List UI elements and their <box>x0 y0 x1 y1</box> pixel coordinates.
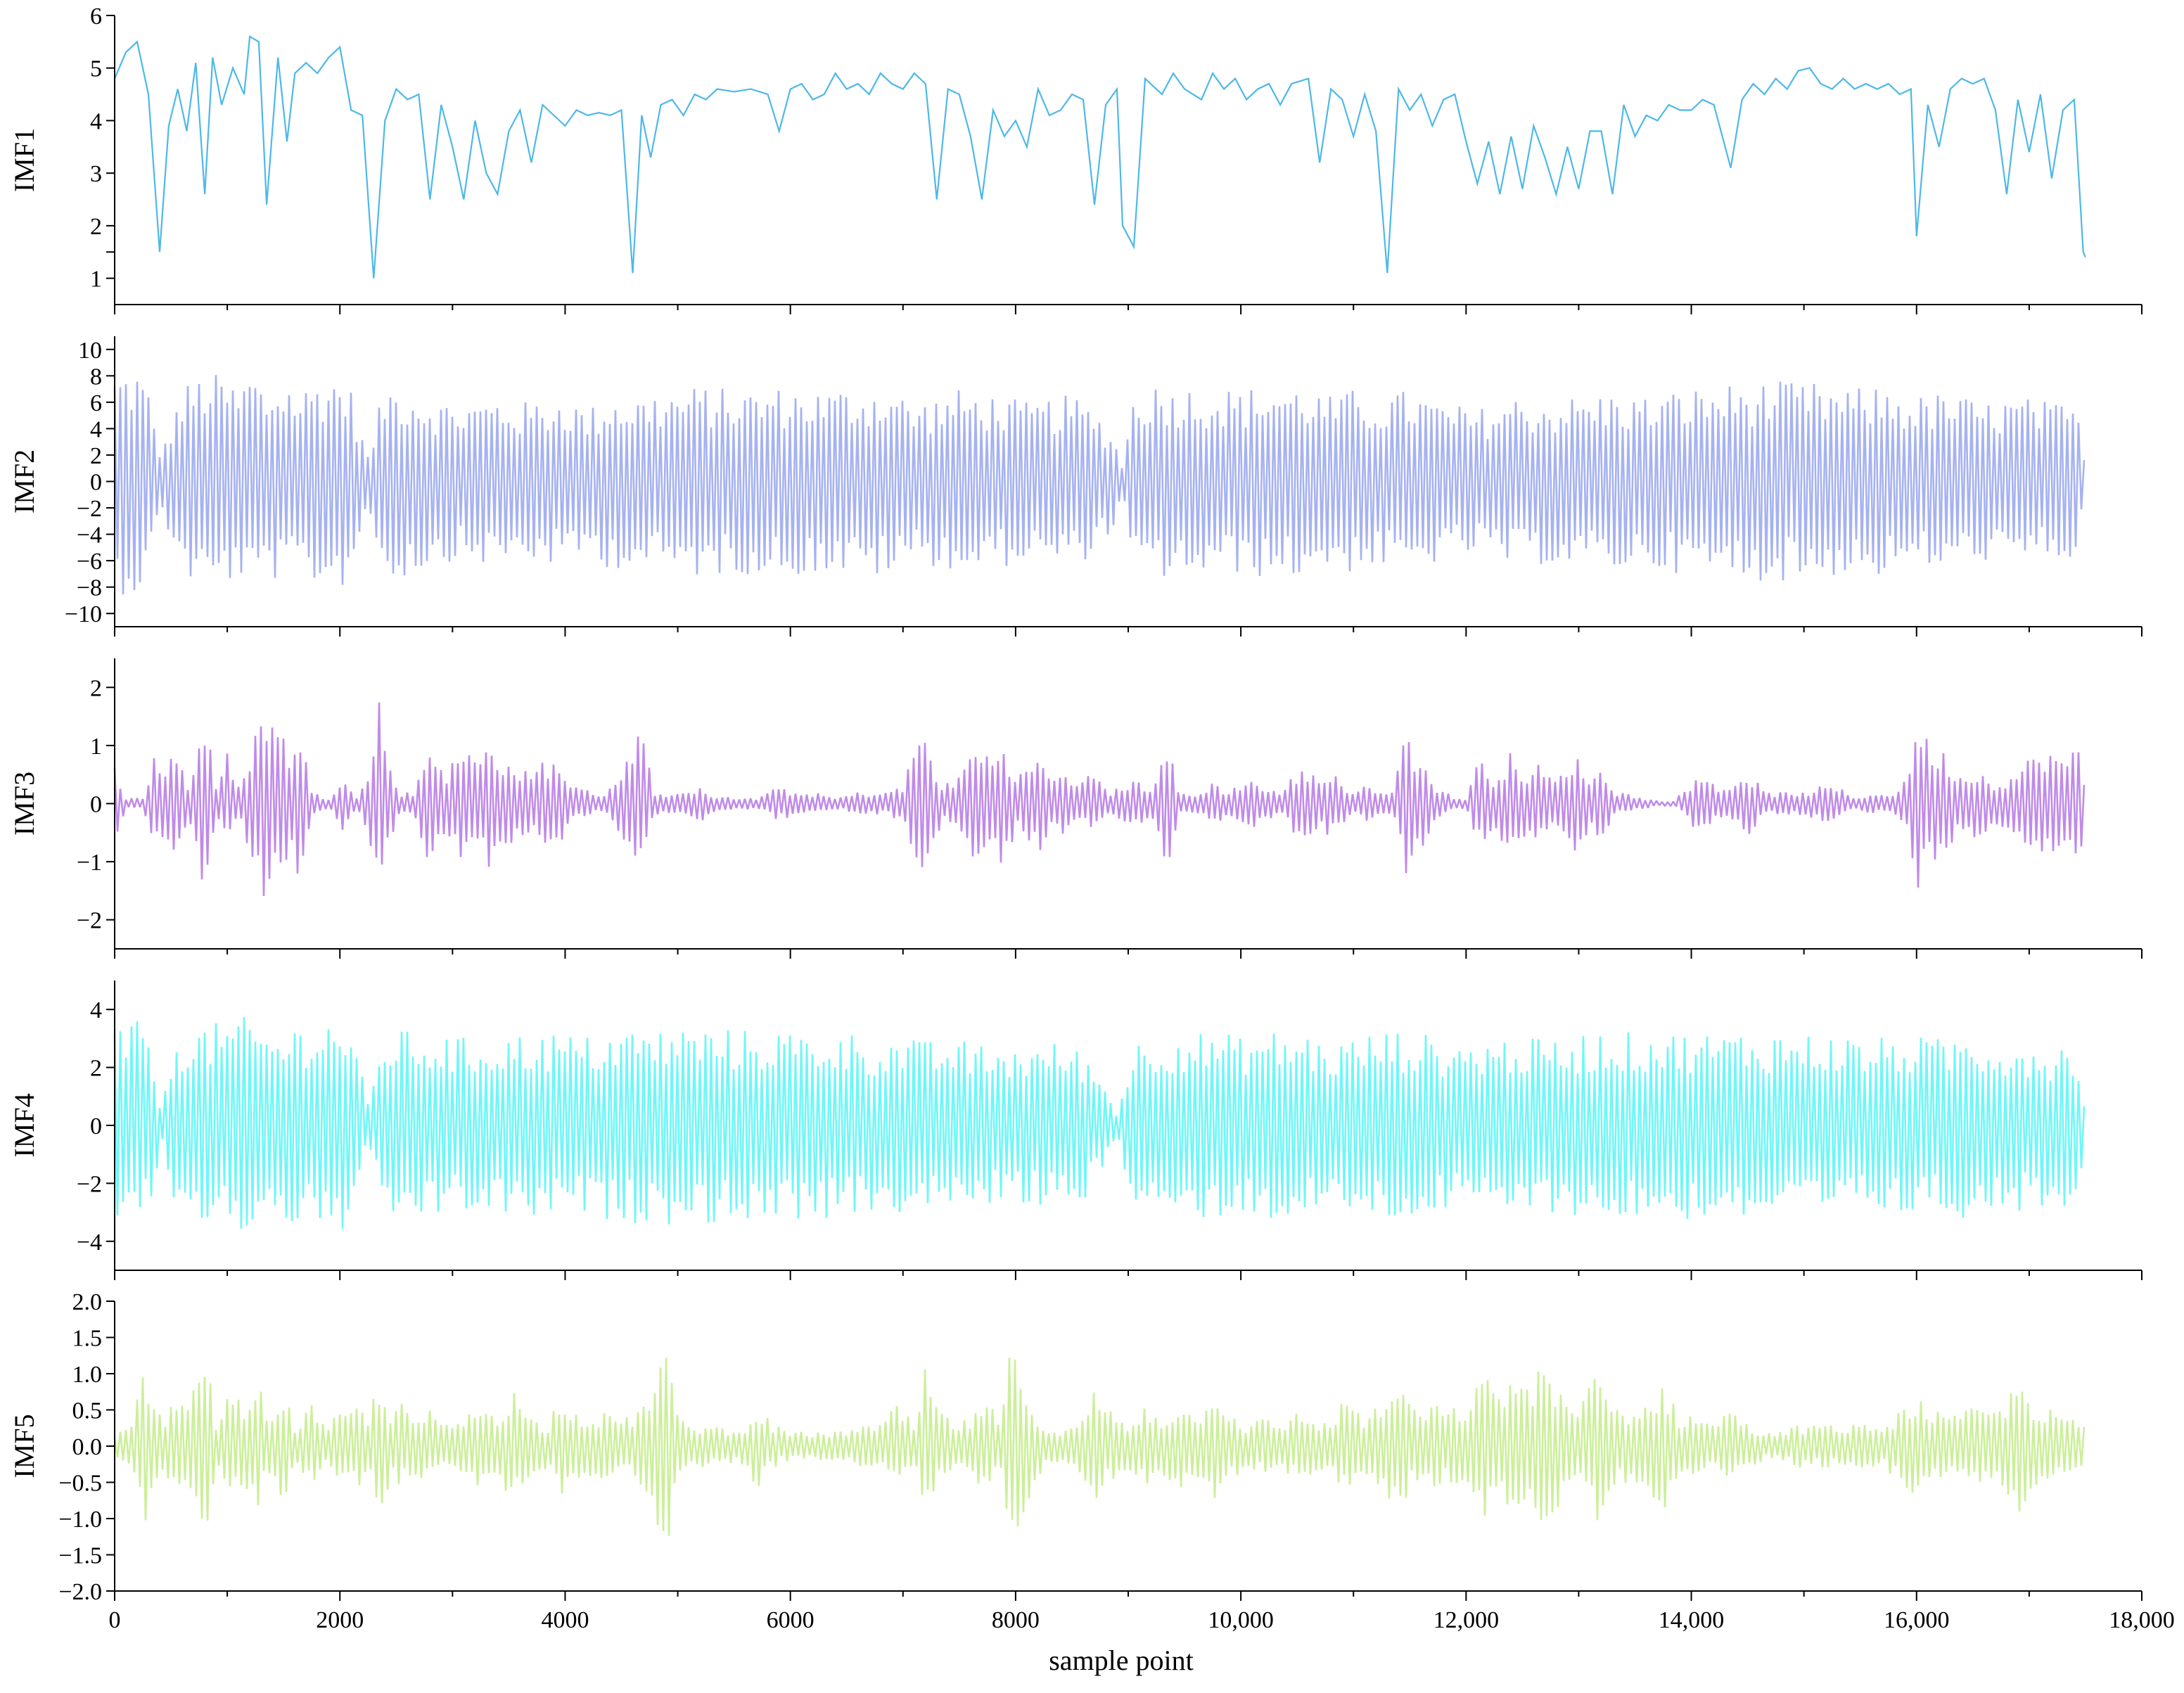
y-axis-label: IMF2 <box>8 449 40 513</box>
y-tick-label: 4 <box>90 108 102 134</box>
y-tick-label: −8 <box>77 575 102 601</box>
y-tick-label: −2.0 <box>58 1579 102 1605</box>
x-tick-label: 8000 <box>992 1607 1040 1633</box>
panel-imf5: −2.0 −1.5 −1.0 −0.5 0.0 0.5 1.0 1.5 2.0 IMF5 <box>8 1289 2143 1605</box>
imf4-series-line <box>113 1016 2086 1229</box>
x-axis-label: sample point <box>1049 1644 1194 1676</box>
x-tick-label: 10,000 <box>1208 1607 1274 1633</box>
y-tick-label: 3 <box>90 161 102 187</box>
y-tick-label: −0.5 <box>58 1471 102 1497</box>
y-tick-label: −10 <box>65 601 102 627</box>
y-tick-label: 4 <box>90 997 102 1023</box>
y-tick-label: −1 <box>77 850 102 876</box>
imf5-series-line <box>113 1357 2086 1536</box>
y-tick-label: −2 <box>77 1171 102 1197</box>
y-tick-label: 2.0 <box>72 1289 103 1315</box>
y-tick-label: 2 <box>90 675 102 701</box>
y-tick-label: 6 <box>90 390 102 416</box>
y-tick-label: 6 <box>90 4 102 30</box>
y-tick-label: −2 <box>77 496 102 522</box>
x-tick-label: 0 <box>109 1607 121 1633</box>
panel-imf3: −2 −1 0 1 2 IMF3 <box>8 658 2143 959</box>
y-axis-label: IMF4 <box>8 1093 40 1157</box>
y-tick-label: −4 <box>77 1229 102 1256</box>
x-tick-label: 6000 <box>767 1607 815 1633</box>
y-axis-label: IMF3 <box>8 772 40 836</box>
y-tick-label: 5 <box>90 56 102 82</box>
y-tick-label: 1 <box>90 267 102 293</box>
y-tick-label: −4 <box>77 523 102 549</box>
panel-imf4: −4 −2 0 2 4 IMF4 <box>8 980 2143 1280</box>
y-tick-label: 0.0 <box>72 1434 103 1460</box>
x-tick-label: 14,000 <box>1659 1607 1725 1633</box>
x-tick-label: 2000 <box>316 1607 364 1633</box>
y-tick-label: 0 <box>90 470 102 496</box>
y-tick-label: 8 <box>90 364 102 390</box>
y-tick-label: 1 <box>90 734 102 760</box>
x-tick-label: 18,000 <box>2109 1607 2175 1633</box>
y-tick-label: 4 <box>90 416 102 442</box>
x-tick-label: 4000 <box>541 1607 589 1633</box>
x-tick-label: 12,000 <box>1433 1607 1500 1633</box>
y-axis-label: IMF5 <box>8 1414 40 1478</box>
y-tick-label: 0 <box>90 792 102 818</box>
y-tick-label: 0.5 <box>72 1398 103 1424</box>
y-tick-label: 0 <box>90 1113 102 1139</box>
y-tick-label: −1.5 <box>58 1543 102 1569</box>
y-tick-label: −2 <box>77 908 102 934</box>
y-tick-label: 2 <box>90 443 102 469</box>
y-tick-label: −1.0 <box>58 1507 102 1533</box>
y-tick-label: 1.5 <box>72 1326 103 1352</box>
panel-imf1: 1 2 3 4 5 6 IMF1 <box>8 4 2143 314</box>
imf1-series-line <box>113 35 2086 279</box>
y-tick-label: −6 <box>77 549 102 575</box>
x-tick-label: 16,000 <box>1884 1607 1950 1633</box>
y-axis-label: IMF1 <box>8 128 40 192</box>
y-tick-label: 10 <box>78 338 102 364</box>
y-tick-label: 2 <box>90 1056 102 1082</box>
y-tick-label: 2 <box>90 214 102 240</box>
imf3-series-line <box>113 702 2086 897</box>
imf2-series-line <box>113 375 2086 595</box>
y-tick-label: 1.0 <box>72 1362 103 1388</box>
